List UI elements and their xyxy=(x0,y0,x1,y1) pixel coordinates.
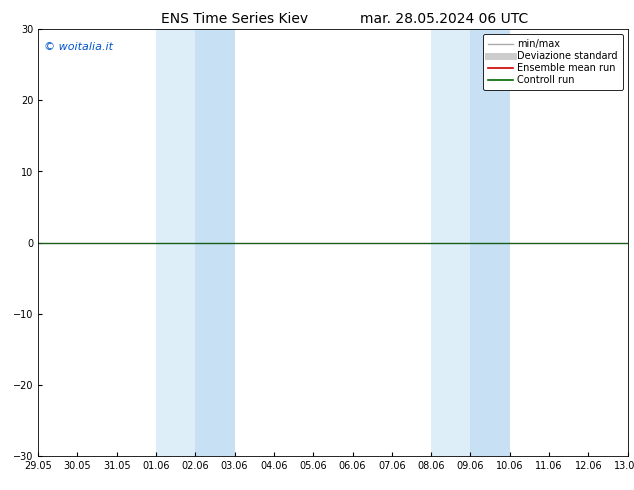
Bar xyxy=(431,29,510,456)
Text: © woitalia.it: © woitalia.it xyxy=(44,42,113,52)
Bar xyxy=(470,29,510,456)
Legend: min/max, Deviazione standard, Ensemble mean run, Controll run: min/max, Deviazione standard, Ensemble m… xyxy=(483,34,623,90)
Text: mar. 28.05.2024 06 UTC: mar. 28.05.2024 06 UTC xyxy=(359,12,528,26)
Text: ENS Time Series Kiev: ENS Time Series Kiev xyxy=(161,12,308,26)
Bar xyxy=(156,29,235,456)
Bar xyxy=(195,29,235,456)
